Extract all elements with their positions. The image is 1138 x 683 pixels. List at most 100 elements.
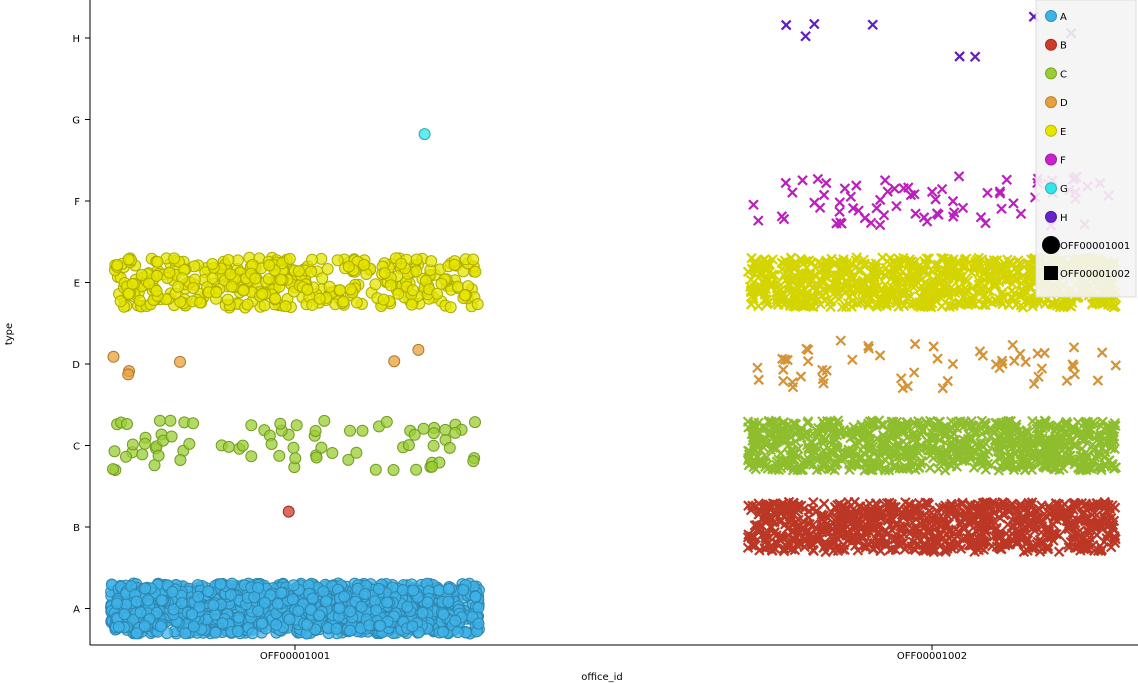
y-tick-label: F: [74, 197, 80, 208]
data-point: [309, 425, 322, 437]
data-point: [406, 620, 419, 633]
data-point: [232, 611, 245, 624]
data-point: [427, 427, 440, 440]
data-point: [982, 187, 993, 199]
data-point: [845, 191, 857, 203]
data-point: [797, 175, 808, 186]
data-point: [241, 298, 254, 311]
data-point: [1032, 348, 1043, 359]
data-point: [1036, 363, 1048, 374]
data-point: [469, 590, 482, 603]
data-point: [350, 296, 363, 309]
data-point: [245, 450, 258, 463]
data-point: [112, 620, 125, 633]
data-point: [947, 358, 959, 370]
data-point: [107, 463, 119, 476]
data-point: [969, 51, 981, 63]
data-point: [279, 300, 292, 313]
data-point: [344, 283, 357, 296]
data-point: [777, 364, 789, 375]
data-point: [108, 445, 121, 458]
data-point: [265, 438, 278, 450]
data-point: [471, 298, 484, 311]
data-point: [122, 253, 135, 266]
data-point: [326, 447, 339, 459]
data-point: [953, 171, 965, 182]
data-point: [820, 177, 832, 189]
data-point: [305, 265, 318, 278]
data-point: [139, 582, 152, 595]
data-point: [318, 414, 331, 427]
data-point: [320, 595, 333, 608]
data-point: [164, 414, 177, 427]
data-point: [802, 355, 814, 367]
data-point: [778, 213, 790, 225]
data-point: [787, 187, 798, 198]
data-point: [1008, 198, 1019, 209]
data-point: [418, 128, 431, 141]
data-point: [369, 278, 382, 291]
data-point: [287, 441, 300, 454]
data-point: [286, 593, 299, 606]
data-point: [323, 280, 336, 293]
data-point: [405, 298, 418, 311]
data-point: [378, 267, 391, 280]
legend-label: A: [1060, 12, 1067, 23]
data-point: [194, 296, 207, 309]
data-point: [306, 253, 318, 266]
data-point: [839, 183, 851, 194]
x-axis-title: office_id: [581, 672, 623, 683]
data-point: [410, 265, 423, 278]
data-point: [263, 259, 276, 272]
data-point: [214, 578, 227, 591]
data-point: [431, 287, 444, 300]
data-point: [174, 454, 187, 466]
data-point: [753, 215, 764, 226]
data-point: [469, 416, 481, 429]
data-point: [1092, 375, 1104, 386]
legend-marker: [1045, 38, 1057, 51]
data-point: [210, 286, 223, 299]
data-point: [245, 419, 258, 432]
data-point: [1068, 342, 1080, 353]
data-point: [427, 439, 440, 452]
data-point: [980, 217, 991, 229]
data-point: [1061, 375, 1073, 386]
data-point: [851, 180, 862, 191]
legend-marker: [1045, 96, 1057, 109]
data-point: [134, 606, 147, 619]
data-point: [310, 451, 323, 464]
data-point: [206, 258, 219, 270]
data-point: [330, 622, 343, 635]
data-point: [381, 596, 394, 609]
data-point: [202, 585, 215, 598]
y-tick-label: C: [73, 442, 80, 453]
data-point: [306, 592, 319, 605]
data-marks: [105, 11, 1122, 640]
data-point: [165, 430, 178, 443]
data-point: [808, 496, 819, 508]
data-point: [451, 626, 464, 639]
data-point: [444, 301, 457, 314]
data-point: [209, 626, 222, 639]
data-point: [121, 418, 133, 430]
data-point: [186, 608, 198, 621]
data-point: [344, 624, 357, 637]
data-point: [187, 282, 200, 294]
data-point: [421, 596, 434, 609]
data-point: [377, 293, 390, 306]
data-point: [301, 618, 314, 631]
data-point: [356, 424, 369, 437]
data-point: [436, 625, 449, 638]
data-point: [231, 625, 244, 638]
data-point: [107, 350, 120, 363]
data-point: [183, 437, 196, 450]
data-point: [401, 600, 414, 613]
legend-shape-marker: [1044, 266, 1058, 280]
data-point: [163, 266, 176, 279]
data-point: [221, 293, 234, 306]
x-tick-label: OFF00001002: [897, 651, 967, 662]
